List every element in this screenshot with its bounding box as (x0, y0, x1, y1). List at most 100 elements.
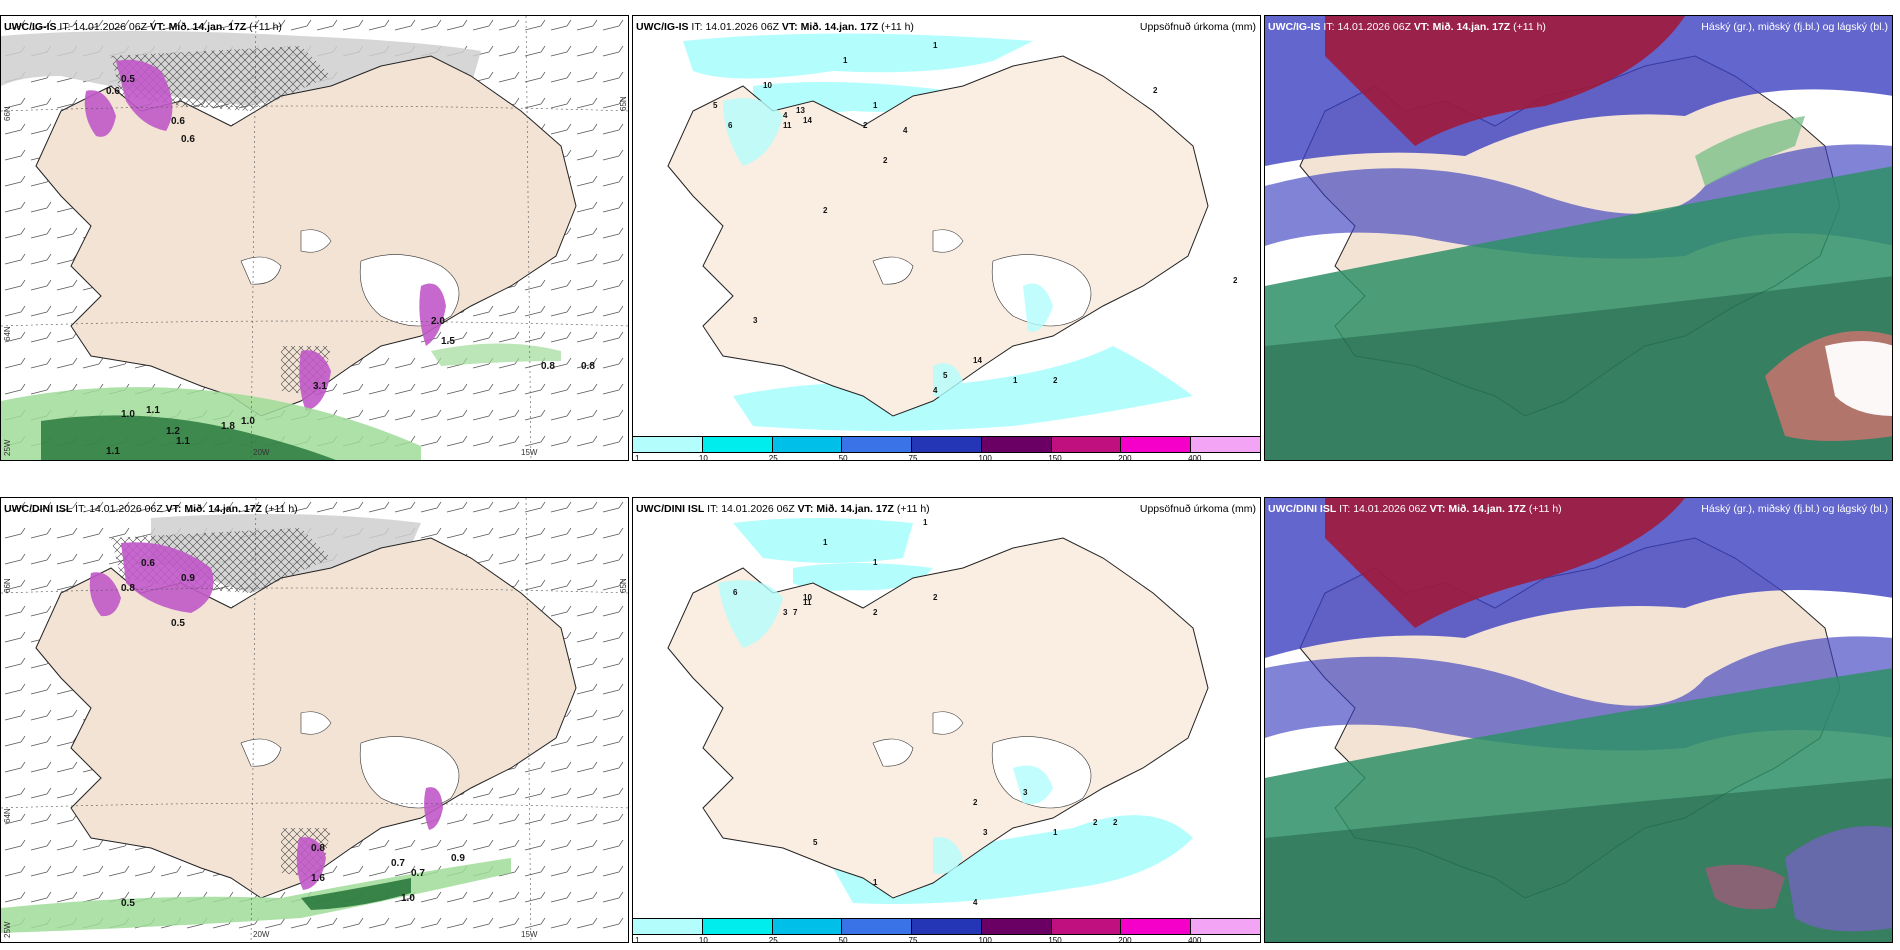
colorbar-label: 1 (635, 454, 640, 461)
colorbar-label: 50 (838, 454, 848, 461)
map-value-label: 13 (796, 106, 805, 115)
precip-colorbar-top: 1 10 25 50 75 100 150 200 400 (633, 436, 1260, 460)
map-value-label: 3 (983, 828, 988, 837)
colorbar-label: 200 (1118, 936, 1132, 943)
map-value-label: 11 (803, 598, 812, 607)
panel-title: UWC/IG-IS IT: 14.01.2026 06Z VT: Mið. 14… (636, 21, 914, 33)
map-value-label: 0.5 (121, 74, 135, 85)
lat-label-64n: 64N (3, 326, 12, 341)
map-value-label: 2.0 (431, 316, 445, 327)
map-value-label: 4 (973, 898, 978, 907)
precip-colorbar-bottom: 1 10 25 50 75 100 150 200 400 (633, 918, 1260, 942)
colorbar-label: 1 (635, 936, 640, 943)
map-value-label: 1.5 (441, 336, 455, 347)
colorbar-label: 25 (768, 936, 778, 943)
map-value-label: 0.8 (541, 361, 555, 372)
colorbar-label: 50 (838, 936, 848, 943)
wind-precip-panel-bottom: UWC/DINI ISL IT: 14.01.2026 06Z VT: Mið.… (0, 497, 629, 943)
map-value-label: 2 (823, 206, 828, 215)
lon-label-20w: 20W (253, 448, 270, 457)
map-value-label: 2 (1153, 86, 1158, 95)
panel-title: UWC/DINI ISL IT: 14.01.2026 06Z VT: Mið.… (4, 503, 298, 515)
map-value-label: 4 (933, 386, 938, 395)
map-value-label: 1.0 (121, 409, 135, 420)
colorbar-cell (912, 919, 982, 934)
colorbar-cell (1051, 437, 1122, 452)
map-value-label: 1.1 (176, 436, 190, 447)
map-value-label: 14 (803, 116, 812, 125)
map-value-label: 2 (1233, 276, 1238, 285)
map-value-label: 2 (1113, 818, 1118, 827)
map-value-label: 1 (843, 56, 848, 65)
map-value-label: 1.1 (146, 405, 160, 416)
lon-label-15w: 15W (521, 930, 538, 939)
lat-label-65n: 65N (619, 578, 628, 593)
map-value-label: 2 (1093, 818, 1098, 827)
cloud-panel-top: UWC/IG-IS IT: 14.01.2026 06Z VT: Mið. 14… (1264, 15, 1893, 461)
colorbar-cell (981, 437, 1052, 452)
map-value-label: 4 (783, 111, 788, 120)
map-value-label: 0.6 (141, 558, 155, 569)
map-value-label: 0.6 (181, 134, 195, 145)
map-value-label: 6 (728, 121, 733, 130)
precip-map-top (633, 16, 1260, 460)
map-value-label: 2 (1053, 376, 1058, 385)
lat-label-66n: 66N (3, 106, 12, 121)
map-value-label: 3 (783, 608, 788, 617)
map-value-label: 5 (813, 838, 818, 847)
colorbar-cell (702, 919, 773, 934)
panel-title: UWC/IG-IS IT: 14.01.2026 06Z VT: Mið. 14… (1268, 21, 1546, 33)
cloud-title: Háský (gr.), miðský (fj.bl.) og lágský (… (1701, 21, 1888, 33)
lon-label-15w: 15W (521, 448, 538, 457)
precip-title: Uppsöfnuð úrkoma (mm) (1139, 21, 1256, 33)
lon-label-25w: 25W (3, 921, 12, 938)
cloud-map-top (1265, 16, 1892, 460)
colorbar-cell (1051, 919, 1122, 934)
map-value-label: 0.6 (171, 116, 185, 127)
map-value-label: 0.6 (106, 86, 120, 97)
colorbar-cell (1191, 919, 1260, 934)
colorbar-label: 10 (698, 454, 708, 461)
map-value-label: 2 (863, 121, 868, 130)
colorbar-cell (772, 919, 843, 934)
map-value-label: 1 (933, 41, 938, 50)
colorbar-cell (772, 437, 843, 452)
lat-label-65n: 65N (619, 96, 628, 111)
map-value-label: 1.2 (166, 426, 180, 437)
map-value-label: 6 (733, 588, 738, 597)
colorbar-label: 25 (768, 454, 778, 461)
map-value-label: 2 (883, 156, 888, 165)
map-value-label: 2 (973, 798, 978, 807)
map-value-label: 3 (753, 316, 758, 325)
precip-title: Uppsöfnuð úrkoma (mm) (1139, 503, 1256, 515)
map-value-label: 1 (1053, 828, 1058, 837)
colorbar-label: 100 (978, 936, 992, 943)
colorbar-cells (633, 436, 1260, 453)
map-value-label: 3 (1023, 788, 1028, 797)
panel-title: UWC/IG-IS IT: 14.01.2026 06Z VT: Mið. 14… (4, 21, 282, 33)
cloud-map-bottom (1265, 498, 1892, 942)
panel-title: UWC/DINI ISL IT: 14.01.2026 06Z VT: Mið.… (1268, 503, 1562, 515)
colorbar-label: 400 (1188, 936, 1202, 943)
lon-label-20w: 20W (253, 930, 270, 939)
map-value-label: 2 (873, 608, 878, 617)
map-value-label: 1.0 (241, 416, 255, 427)
map-value-label: 0.5 (121, 898, 135, 909)
map-value-label: 1 (923, 518, 928, 527)
map-value-label: 14 (973, 356, 982, 365)
wind-precip-map-bottom (1, 498, 628, 942)
wind-precip-map-top (1, 16, 628, 460)
map-value-label: 5 (713, 101, 718, 110)
colorbar-label: 100 (978, 454, 992, 461)
precip-panel-bottom: UWC/DINI ISL IT: 14.01.2026 06Z VT: Mið.… (632, 497, 1261, 943)
colorbar-cell (842, 919, 913, 934)
colorbar-cell (1121, 919, 1192, 934)
map-value-label: 10 (803, 593, 812, 602)
lat-label-64n: 64N (3, 808, 12, 823)
precip-panel-top: UWC/IG-IS IT: 14.01.2026 06Z VT: Mið. 14… (632, 15, 1261, 461)
map-value-label: 5 (943, 371, 948, 380)
map-value-label: 11 (783, 121, 792, 130)
colorbar-cells (633, 918, 1260, 935)
map-value-label: 1 (873, 878, 878, 887)
map-value-label: 4 (903, 126, 908, 135)
